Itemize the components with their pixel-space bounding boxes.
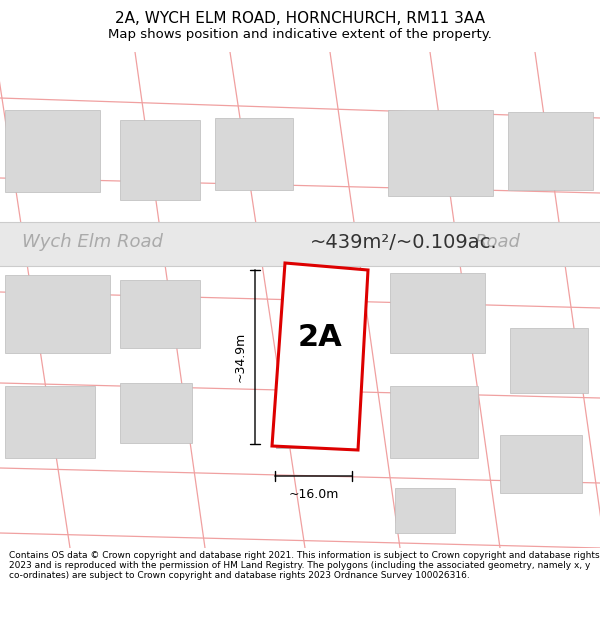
Text: ~34.9m: ~34.9m — [234, 332, 247, 382]
Bar — [395, 488, 455, 533]
Bar — [0, 222, 600, 266]
Bar — [5, 275, 110, 353]
Bar — [120, 120, 200, 200]
Text: 2A, WYCH ELM ROAD, HORNCHURCH, RM11 3AA: 2A, WYCH ELM ROAD, HORNCHURCH, RM11 3AA — [115, 11, 485, 26]
Bar — [390, 386, 478, 458]
Text: ~16.0m: ~16.0m — [289, 488, 338, 501]
Bar — [215, 118, 293, 190]
Text: Wych Elm Road: Wych Elm Road — [22, 233, 163, 251]
Bar — [390, 273, 485, 353]
Bar — [5, 386, 95, 458]
Bar — [5, 110, 100, 192]
Text: Contains OS data © Crown copyright and database right 2021. This information is : Contains OS data © Crown copyright and d… — [9, 551, 599, 580]
Bar — [388, 110, 493, 196]
Bar — [276, 393, 348, 448]
Polygon shape — [272, 263, 368, 450]
Bar — [120, 383, 192, 443]
Text: Road: Road — [475, 233, 521, 251]
Bar — [510, 328, 588, 393]
Text: Map shows position and indicative extent of the property.: Map shows position and indicative extent… — [108, 28, 492, 41]
Text: ~439m²/~0.109ac.: ~439m²/~0.109ac. — [310, 232, 497, 251]
Bar — [508, 112, 593, 190]
Bar — [500, 435, 582, 493]
Text: 2A: 2A — [298, 324, 343, 352]
Bar — [120, 280, 200, 348]
